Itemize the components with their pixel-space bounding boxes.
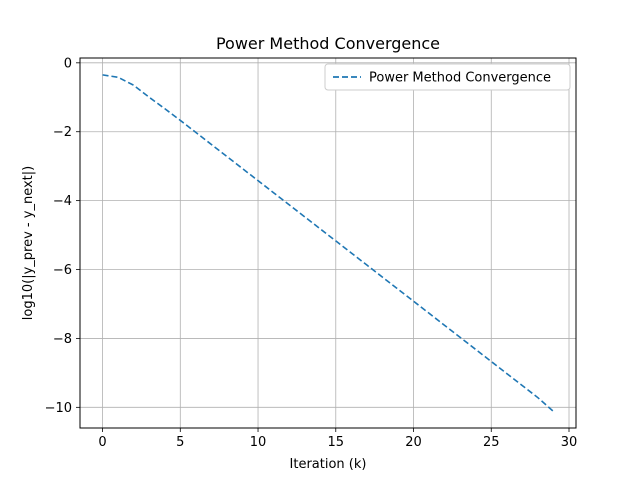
plot-frame	[79, 57, 577, 429]
grid-lines	[80, 58, 576, 428]
y-axis-ticks: 0 −2 −4 −6 −8 −10	[45, 56, 80, 416]
legend: Power Method Convergence	[324, 63, 571, 91]
x-tick-label: 30	[561, 435, 578, 450]
y-tick-label: 0	[64, 56, 72, 71]
y-tick-label: −2	[53, 125, 72, 140]
x-tick-label: 5	[176, 435, 184, 450]
series-layer	[102, 74, 554, 413]
legend-label: Power Method Convergence	[369, 71, 551, 86]
y-axis-label: log10(|y_prev - y_next|)	[21, 166, 36, 320]
chart-title: Power Method Convergence	[216, 34, 440, 53]
x-axis-label: Iteration (k)	[290, 457, 367, 472]
x-tick-label: 10	[250, 435, 267, 450]
y-tick-label: −4	[53, 194, 72, 209]
legend-box	[324, 63, 571, 91]
x-tick-label: 15	[328, 435, 345, 450]
x-tick-label: 20	[405, 435, 422, 450]
y-tick-label: −8	[53, 332, 72, 347]
y-tick-label: −10	[45, 401, 72, 416]
y-tick-label: −6	[53, 263, 72, 278]
series-line	[102, 74, 554, 413]
x-axis-ticks: 0 5 10 15 20 25 30	[98, 428, 577, 450]
x-tick-label: 25	[483, 435, 500, 450]
x-tick-label: 0	[98, 435, 106, 450]
